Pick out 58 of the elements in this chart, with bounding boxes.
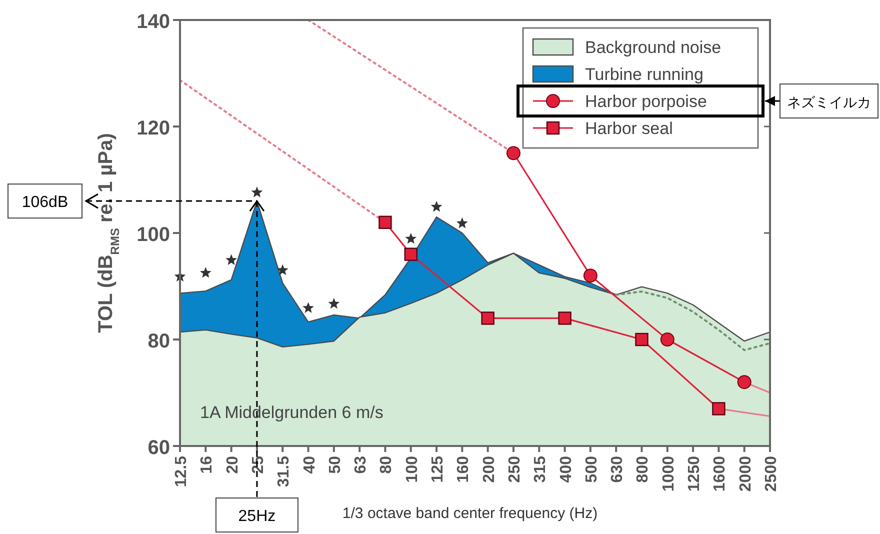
x-tick-label: 40 [301,456,318,474]
point [430,200,442,212]
x-tick-label: 31.5 [276,456,293,488]
point [404,248,418,261]
x-tick-label: 800 [634,456,652,483]
x-tick-label: 100 [404,456,421,483]
point [712,402,726,416]
annotation: 106dB [22,194,68,212]
x-tick-label: 80 [378,456,396,474]
x-tick-label: 400 [558,456,575,483]
legend-label: Turbine running [585,65,704,84]
y-tick-label: 100 [136,224,170,246]
point [276,264,288,276]
point [226,254,238,266]
line-series [615,290,770,352]
point [251,186,263,198]
point [558,312,572,325]
point [405,232,417,244]
x-tick-label: 25 [250,456,267,474]
x-tick-label: 16 [198,456,216,474]
x-tick-label: 12.5 [173,456,190,488]
x-tick-label: 200 [480,456,498,483]
annotation: 25Hz [238,508,276,525]
point [737,375,752,390]
x-tick-label: 315 [532,456,550,483]
y-tick-label: 60 [148,437,170,459]
x-tick-label: 250 [506,456,524,483]
point [456,217,468,228]
point [583,268,598,283]
annotation: 1A Middelgrunden 6 m/s [200,403,384,422]
x-tick-label: 2000 [737,456,754,492]
point [635,332,648,346]
y-tick-label: 140 [136,11,170,33]
x-tick-label: 630 [609,456,626,483]
legend-label: Background noise [585,38,722,57]
point [660,332,674,346]
point [506,146,520,160]
x-tick-label: 1600 [712,456,729,492]
point [481,312,494,325]
y-tick-label: 120 [136,118,170,140]
legend-label: Harbor seal [585,119,673,138]
point [200,266,212,278]
x-tick-label: 2500 [763,456,780,492]
point [328,298,340,309]
x-tick-label: 125 [430,456,447,483]
x-tick-label: 1000 [660,456,678,492]
x-tick-label: 1250 [686,456,704,492]
text: ネズミイルカ [787,94,871,110]
x-tick-label: 50 [326,456,344,474]
point [378,216,392,229]
x-tick-label: 20 [224,456,242,474]
x-tick-label: 160 [455,456,472,483]
x-tick-label: 500 [583,456,600,483]
point [302,302,314,313]
x-axis-title: 1/3 octave band center frequency (Hz) [342,505,598,522]
legend-label: Harbor porpoise [585,92,707,111]
x-tick-label: 63 [352,456,370,474]
y-tick-label: 80 [148,330,170,352]
